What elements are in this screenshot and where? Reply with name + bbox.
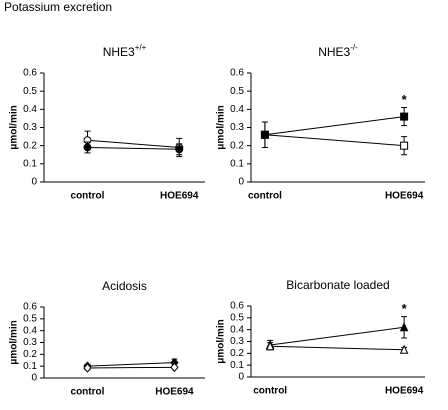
y-tick-label: 0	[238, 372, 244, 383]
data-point	[400, 112, 409, 121]
y-axis-label: μmol/min	[9, 320, 20, 364]
x-tick-label: HOE694	[385, 191, 424, 202]
series-line	[87, 146, 180, 150]
y-tick-label: 0.5	[230, 312, 244, 323]
y-tick-label: 0.6	[23, 68, 37, 79]
y-tick-label: 0.5	[230, 86, 244, 97]
x-tick-label: control	[71, 387, 105, 398]
data-point	[399, 322, 409, 332]
y-tick-label: 0.3	[230, 122, 244, 133]
panel-title-sup: -/-	[350, 43, 358, 52]
data-point	[400, 141, 409, 150]
y-tick-label: 0.2	[23, 349, 37, 360]
y-axis-label: μmol/min	[216, 319, 227, 363]
x-tick-label: control	[253, 386, 287, 397]
series-line	[87, 139, 180, 148]
significance-mark: *	[402, 301, 408, 316]
panel-title: Bicarbonate loaded	[286, 278, 389, 292]
x-tick-label: HOE694	[385, 386, 424, 397]
y-tick-label: 0.4	[230, 104, 244, 115]
y-tick-label: 0	[31, 373, 37, 384]
y-tick-label: 0.3	[230, 336, 244, 347]
y-tick-label: 0.5	[23, 313, 37, 324]
y-tick-label: 0.6	[230, 301, 244, 312]
y-tick-label: 0.1	[23, 361, 37, 372]
y-tick-label: 0.4	[23, 325, 37, 336]
y-tick-label: 0.1	[230, 360, 244, 371]
y-tick-label: 0.2	[230, 348, 244, 359]
y-tick-label: 0.6	[23, 302, 37, 313]
y-tick-label: 0.5	[23, 86, 37, 97]
data-point	[265, 341, 275, 351]
x-tick-label: control	[248, 191, 282, 202]
significance-mark: *	[402, 92, 408, 107]
panel-title: Acidosis	[102, 279, 147, 293]
panel-title-text: NHE3	[103, 45, 135, 59]
panel-title: NHE3-/-	[318, 43, 358, 59]
y-tick-label: 0	[31, 177, 37, 188]
y-tick-label: 0.1	[23, 158, 37, 169]
y-tick-label: 0.1	[230, 158, 244, 169]
y-tick-label: 0.3	[23, 122, 37, 133]
panel-title: NHE3+/+	[103, 43, 147, 59]
series-line	[264, 116, 405, 136]
y-axis-label: μmol/min	[216, 105, 227, 149]
x-tick-label: HOE694	[160, 191, 199, 202]
panel-title-text: Acidosis	[102, 279, 147, 293]
series-line	[87, 362, 175, 367]
data-point	[83, 363, 92, 373]
panel-title-text: NHE3	[318, 45, 350, 59]
y-tick-label: 0.2	[23, 140, 37, 151]
series-line	[270, 345, 405, 351]
y-tick-label: 0.6	[230, 68, 244, 79]
figure-title: Potassium excretion	[4, 0, 112, 14]
y-tick-label: 0	[238, 177, 244, 188]
y-tick-label: 0.4	[230, 324, 244, 335]
panel-title-sup: +/+	[135, 43, 147, 52]
x-tick-label: HOE694	[155, 387, 194, 398]
data-point	[83, 143, 92, 152]
data-point	[260, 130, 269, 139]
x-tick-label: control	[71, 191, 105, 202]
data-point	[175, 145, 184, 154]
series-line	[264, 134, 405, 147]
y-tick-label: 0.4	[23, 104, 37, 115]
y-tick-label: 0.3	[23, 337, 37, 348]
series-line	[270, 326, 405, 346]
panel-title-text: Bicarbonate loaded	[286, 278, 389, 292]
data-point	[170, 362, 179, 373]
y-tick-label: 0.2	[230, 140, 244, 151]
series-line	[87, 366, 175, 369]
y-axis-label: μmol/min	[9, 105, 20, 149]
data-point	[399, 344, 409, 354]
